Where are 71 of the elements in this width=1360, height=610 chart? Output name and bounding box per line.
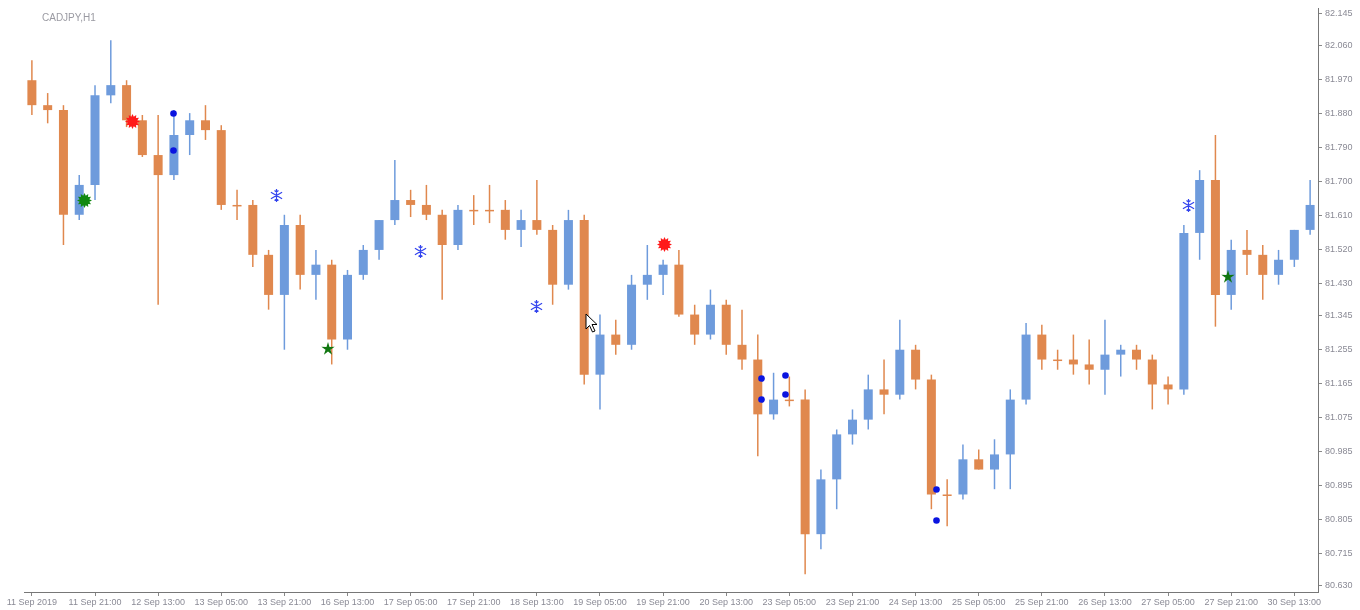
x-tick-label: 20 Sep 13:00	[699, 596, 754, 607]
x-tick-label: 24 Sep 13:00	[888, 596, 943, 607]
candlestick	[406, 189, 416, 218]
candlestick	[690, 303, 700, 346]
x-tick-label: 18 Sep 13:00	[510, 596, 564, 607]
x-tick-label: 26 Sep 13:00	[1078, 596, 1132, 607]
x-tick-label: 13 Sep 21:00	[257, 596, 312, 607]
x-tick-label: 12 Sep 13:00	[131, 596, 185, 607]
candlestick	[1258, 244, 1268, 301]
candlestick	[658, 259, 668, 296]
candlestick	[611, 319, 621, 356]
y-tick-label: 81.790	[1325, 141, 1353, 152]
chart-title: CADJPY,H1	[42, 12, 97, 24]
candlestick	[43, 92, 53, 125]
candlestick	[516, 209, 526, 248]
candlestick	[200, 104, 210, 141]
y-tick-label: 81.700	[1325, 176, 1353, 186]
x-tick-label: 25 Sep 21:00	[1015, 596, 1069, 607]
x-tick-label: 16 Sep 13:00	[320, 596, 375, 607]
candlestick	[847, 408, 857, 446]
candlestick	[532, 179, 542, 236]
y-tick-label: 81.345	[1325, 310, 1353, 321]
x-tick-label: 27 Sep 21:00	[1204, 596, 1258, 607]
y-tick-label: 82.145	[1325, 7, 1353, 18]
candlestick	[1100, 319, 1110, 396]
candlestick	[1163, 375, 1173, 406]
candlestick	[1116, 344, 1126, 378]
x-tick-label: 11 Sep 21:00	[68, 596, 122, 607]
candlestick	[106, 39, 116, 105]
x-tick-label: 23 Sep 05:00	[762, 596, 817, 607]
y-tick-label: 81.255	[1325, 344, 1353, 355]
candlestick	[1274, 249, 1284, 286]
candlestick	[153, 114, 163, 306]
y-tick-label: 81.970	[1325, 73, 1353, 84]
x-tick-label: 13 Sep 05:00	[194, 596, 249, 607]
candlestick	[500, 199, 510, 241]
y-tick-label: 81.430	[1325, 278, 1353, 289]
x-tick-label: 30 Sep 13:00	[1267, 596, 1322, 607]
x-tick-label: 19 Sep 21:00	[636, 596, 690, 607]
y-tick-label: 81.075	[1325, 412, 1353, 423]
y-tick-label: 82.060	[1325, 39, 1353, 50]
x-tick-label: 25 Sep 05:00	[951, 596, 1006, 607]
x-tick-label: 23 Sep 21:00	[825, 596, 880, 607]
y-tick-label: 80.630	[1325, 580, 1353, 591]
y-tick-label: 80.985	[1325, 446, 1353, 457]
y-tick-label: 81.610	[1325, 210, 1353, 221]
candlestick	[1242, 229, 1252, 276]
candlestick	[942, 478, 952, 527]
candlestick	[737, 308, 747, 371]
candlestick	[421, 184, 431, 221]
candlestick	[1132, 344, 1142, 371]
candlestick	[990, 438, 999, 490]
x-tick-label: 17 Sep 05:00	[383, 596, 438, 607]
y-tick-label: 80.715	[1325, 548, 1353, 559]
y-tick-label: 80.895	[1325, 480, 1353, 491]
x-tick-label: 27 Sep 05:00	[1141, 596, 1195, 607]
y-tick-label: 81.165	[1325, 378, 1353, 389]
x-tick-label: 11 Sep 2019	[6, 596, 58, 607]
y-tick-label: 80.805	[1325, 514, 1353, 525]
candlestick	[185, 112, 195, 156]
x-tick-label: 19 Sep 05:00	[573, 596, 627, 607]
candlestick	[879, 358, 889, 416]
x-tick-label: 17 Sep 21:00	[446, 596, 501, 607]
y-tick-label: 81.880	[1325, 107, 1353, 118]
candlestick	[974, 448, 984, 471]
candlestick	[390, 159, 400, 226]
candlestick	[311, 249, 321, 301]
candlestick	[1084, 338, 1094, 386]
y-tick-label: 81.520	[1325, 244, 1353, 255]
candlestick	[642, 244, 652, 301]
candlestick	[769, 372, 779, 421]
